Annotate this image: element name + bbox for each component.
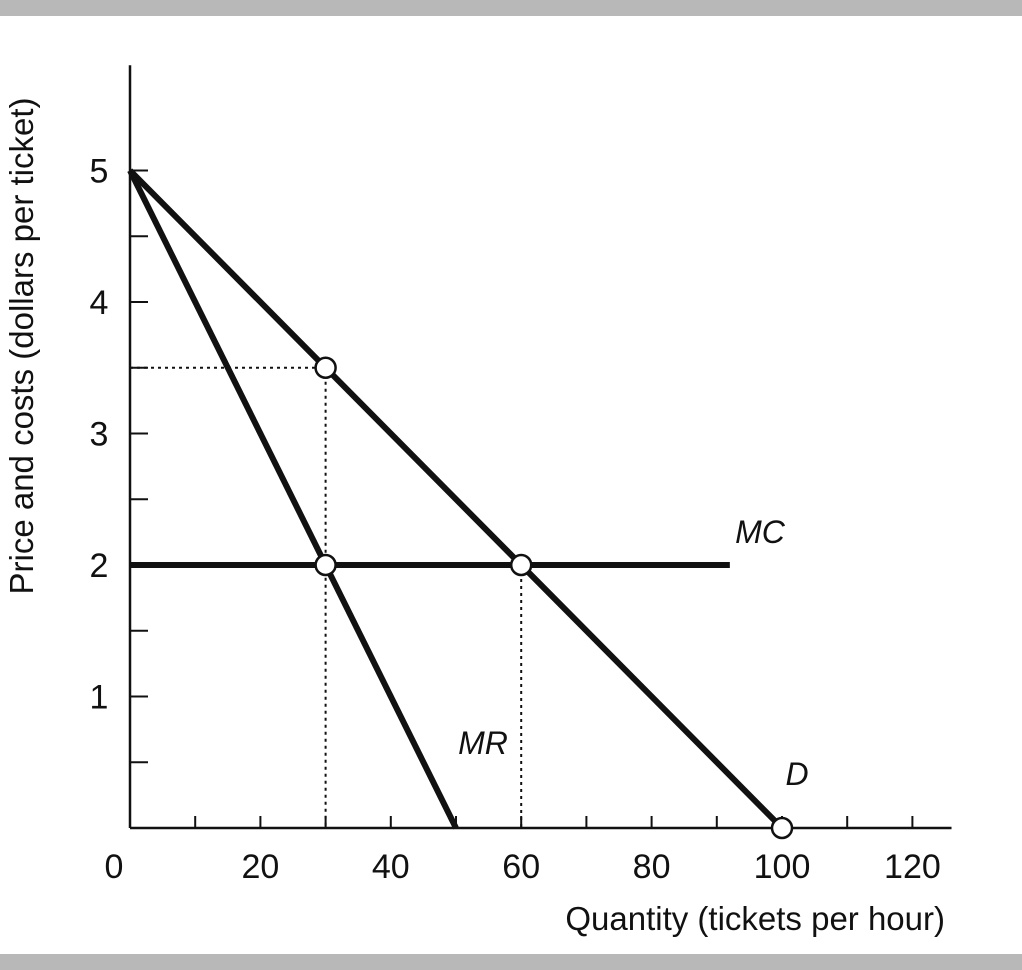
- y-axis-title: Price and costs (dollars per ticket): [3, 97, 40, 594]
- marked-points: [314, 356, 794, 840]
- y-tick-label: 3: [90, 416, 109, 454]
- bottom-frame-bar: [0, 954, 1022, 970]
- x-tick-label: 0: [105, 848, 124, 886]
- marked-point: [314, 553, 337, 577]
- tick-labels: 0 20 40 60 80 100 120 1 2 3 4 5: [90, 153, 941, 887]
- series-d-line: [127, 168, 785, 831]
- d-curve-label: D: [785, 756, 808, 792]
- y-tick-label: 1: [90, 679, 109, 717]
- marked-point: [509, 553, 533, 577]
- x-tick-label: 40: [372, 848, 410, 886]
- marked-point: [770, 816, 794, 840]
- x-tick-label: 80: [633, 848, 671, 886]
- y-tick-label: 4: [90, 284, 109, 322]
- y-tick-label: 5: [90, 153, 109, 191]
- x-tick-label: 100: [754, 848, 811, 886]
- curves: [127, 168, 785, 831]
- mr-curve-label: MR: [458, 725, 508, 761]
- top-frame-bar: [0, 0, 1022, 16]
- x-tick-label: 120: [884, 848, 941, 886]
- x-tick-label: 20: [241, 848, 279, 886]
- marked-point: [314, 356, 337, 379]
- x-axis-title: Quantity (tickets per hour): [565, 900, 945, 937]
- axes: [128, 65, 952, 830]
- series-mr-line: [127, 169, 459, 830]
- y-tick-label: 2: [90, 547, 109, 585]
- mc-curve-label: MC: [735, 514, 786, 550]
- guide-lines: [130, 366, 523, 828]
- x-tick-label: 60: [502, 848, 540, 886]
